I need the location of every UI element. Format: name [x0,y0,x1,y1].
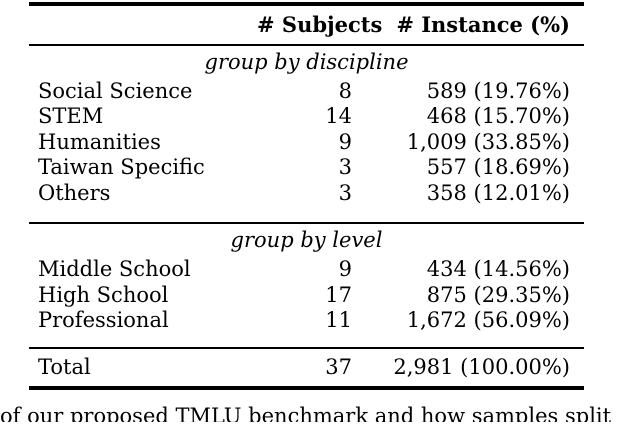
header-subjects: # Subjects [257,11,383,37]
table-row: Professional 11 1,672 (56.09%) [29,308,584,334]
row-instance: 589 (19.76%) [426,78,570,103]
row-subjects: 11 [325,308,352,332]
table-row: STEM 14 468 (15.70%) [29,104,584,130]
row-subjects: 3 [338,180,352,205]
total-label: Total [38,354,91,379]
row-label: Professional [38,308,169,332]
statistics-table: # Subjects # Instance (%) group by disci… [29,0,584,390]
section-rule [29,222,584,224]
table-row: High School 17 875 (29.35%) [29,283,584,309]
group-label-discipline: group by discipline [204,49,409,74]
row-subjects: 8 [338,78,352,103]
table-row: Middle School 9 434 (14.56%) [29,257,584,283]
row-subjects: 9 [338,257,352,281]
section-gap [29,334,584,348]
total-row: Total 37 2,981 (100.00%) [29,349,584,386]
row-label: High School [38,282,169,307]
row-label: STEM [38,104,104,128]
row-label: Social Science [38,78,193,103]
header-rule [29,43,584,46]
table-header-row: # Subjects # Instance (%) [29,6,584,44]
row-subjects: 9 [338,129,352,154]
row-instance: 468 (15.70%) [426,104,570,128]
row-instance: 358 (12.01%) [426,180,570,205]
row-label: Middle School [38,257,191,281]
row-subjects: 17 [325,282,352,307]
total-rule [29,347,584,349]
row-instance: 557 (18.69%) [426,155,570,179]
group-label-level: group by level [230,228,383,252]
row-label: Others [38,180,111,205]
row-instance: 875 (29.35%) [426,282,570,307]
caption-text-fragment: of our proposed TMLU benchmark and how s… [0,404,618,422]
clipped-caption: of our proposed TMLU benchmark and how s… [0,403,618,422]
table-row: Taiwan Specific 3 557 (18.69%) [29,155,584,181]
table-row: Humanities 9 1,009 (33.85%) [29,130,584,156]
row-label: Humanities [38,129,161,154]
row-subjects: 3 [338,155,352,179]
row-instance: 434 (14.56%) [426,257,570,281]
top-rule [29,2,584,6]
total-subjects: 37 [325,354,352,379]
row-label: Taiwan Specific [38,155,205,179]
total-instance: 2,981 (100.00%) [393,354,570,379]
section-gap [29,206,584,222]
bottom-rule [29,386,584,390]
table-row: Others 3 358 (12.01%) [29,181,584,207]
header-instance: # Instance (%) [396,11,570,37]
row-instance: 1,672 (56.09%) [406,308,570,332]
table-row: Social Science 8 589 (19.76%) [29,79,584,105]
row-subjects: 14 [325,104,352,128]
row-instance: 1,009 (33.85%) [406,129,570,154]
